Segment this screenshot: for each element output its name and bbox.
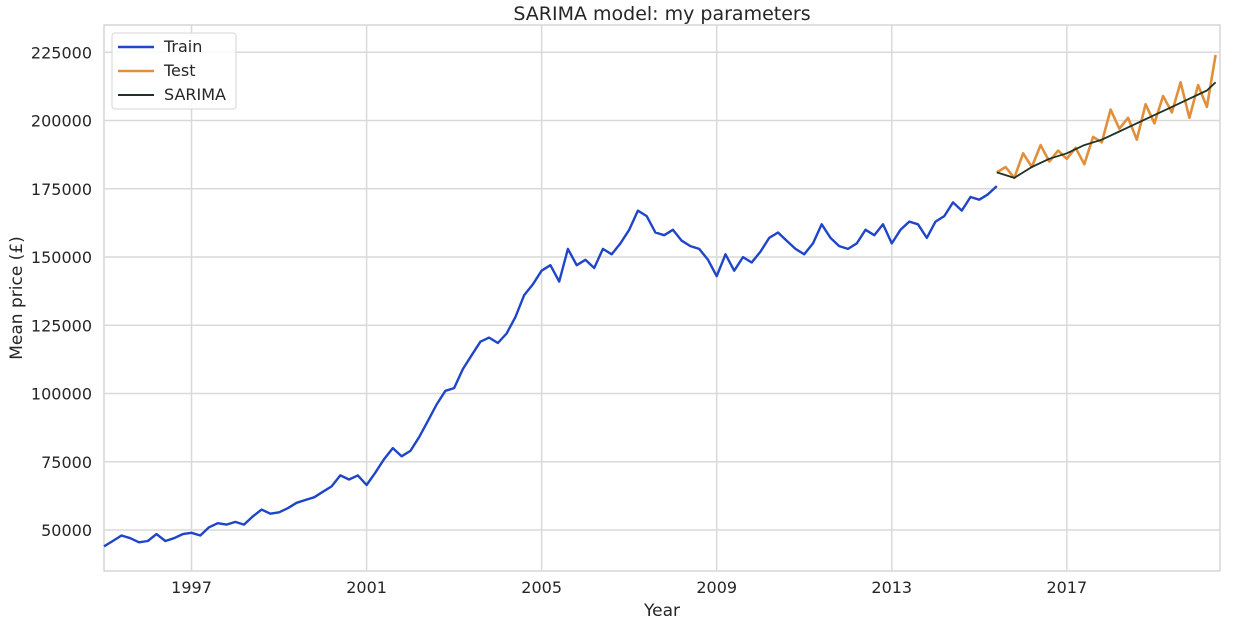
- x-tick-label: 2013: [871, 578, 912, 597]
- x-tick-label: 2001: [346, 578, 387, 597]
- y-tick-label: 225000: [31, 43, 92, 62]
- legend-label-sarima: SARIMA: [164, 85, 226, 104]
- y-tick-label: 100000: [31, 385, 92, 404]
- plot-area: [103, 24, 1221, 572]
- x-tick-label: 2017: [1046, 578, 1087, 597]
- x-tick-label: 2005: [521, 578, 562, 597]
- y-tick-label: 150000: [31, 248, 92, 267]
- y-tick-labels: 50000 75000 100000 125000 150000 175000 200000…: [31, 43, 92, 540]
- legend-box: [111, 32, 237, 110]
- legend: Train Test SARIMA: [111, 32, 237, 110]
- legend-label-test: Test: [163, 61, 196, 80]
- chart-title: SARIMA model: my parameters: [513, 3, 810, 25]
- x-axis-label: Year: [643, 601, 680, 621]
- x-tick-label: 2009: [696, 578, 737, 597]
- y-axis-label: Mean price (£): [7, 236, 27, 360]
- x-gridlines: [190, 25, 1068, 571]
- y-gridlines: [104, 51, 1220, 531]
- y-tick-label: 200000: [31, 112, 92, 131]
- series-line-sarima: [996, 81, 1217, 179]
- series-layer: [103, 54, 1217, 548]
- y-tick-label: 75000: [41, 453, 92, 472]
- y-tick-label: 50000: [41, 521, 92, 540]
- series-line-test: [996, 54, 1217, 180]
- y-tick-label: 175000: [31, 180, 92, 199]
- series-line-train: [103, 185, 998, 548]
- y-tick-label: 125000: [31, 316, 92, 335]
- legend-label-train: Train: [163, 37, 202, 56]
- x-tick-label: 1997: [171, 578, 212, 597]
- x-tick-labels: 1997 2001 2005 2009 2013 2017: [171, 578, 1087, 597]
